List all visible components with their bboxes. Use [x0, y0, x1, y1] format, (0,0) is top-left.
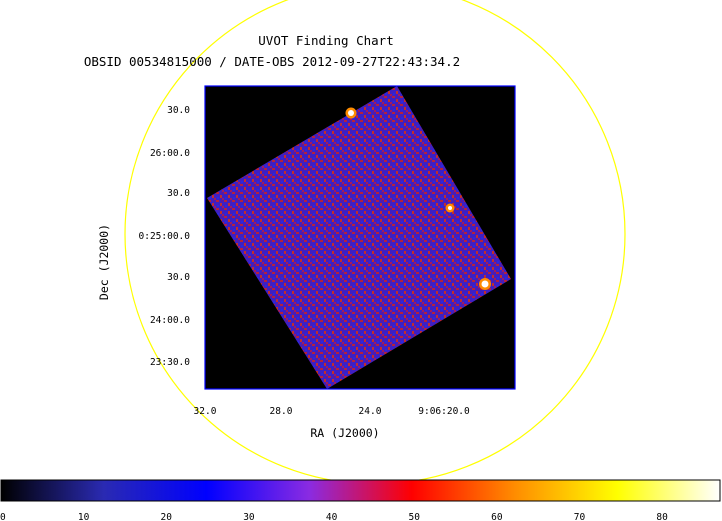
colorbar-tick-label: 20 — [161, 512, 173, 521]
chart-title: UVOT Finding Chart — [258, 33, 393, 48]
colorbar-tick-label: 80 — [656, 512, 668, 521]
colorbar-tick-label: 10 — [78, 512, 90, 521]
bright-source — [348, 110, 354, 116]
colorbar — [0, 479, 721, 502]
bright-source — [448, 206, 452, 210]
x-tick-label: 24.0 — [359, 406, 382, 417]
x-axis-label: RA (J2000) — [310, 426, 379, 440]
y-tick-label: 30.0 — [167, 105, 190, 116]
y-axis-label: Dec (J2000) — [97, 224, 111, 300]
chart-subtitle: OBSID 00534815000 / DATE-OBS 2012-09-27T… — [84, 54, 460, 69]
x-tick-label: 32.0 — [194, 406, 217, 417]
image-frame — [204, 85, 516, 390]
y-tick-label: 30.0 — [167, 272, 190, 283]
colorbar-tick-label: 30 — [243, 512, 255, 521]
colorbar-tick-label: 70 — [574, 512, 586, 521]
colorbar-tick-label: 60 — [491, 512, 503, 521]
exposure-field — [207, 86, 511, 389]
colorbar-tick-label: 50 — [408, 512, 420, 521]
y-tick-label: 30.0 — [167, 188, 190, 199]
y-tick-label: 23:30.0 — [150, 357, 190, 368]
colorbar-tick-label: 40 — [326, 512, 338, 521]
colorbar-tick-label: 0 — [0, 512, 6, 521]
x-tick-label: 9:06:20.0 — [418, 406, 470, 417]
y-tick-label: 24:00.0 — [150, 315, 190, 326]
y-tick-label: 0:25:00.0 — [139, 231, 191, 242]
x-tick-label: 28.0 — [270, 406, 293, 417]
bright-source — [481, 280, 489, 288]
y-tick-label: 26:00.0 — [150, 148, 190, 159]
